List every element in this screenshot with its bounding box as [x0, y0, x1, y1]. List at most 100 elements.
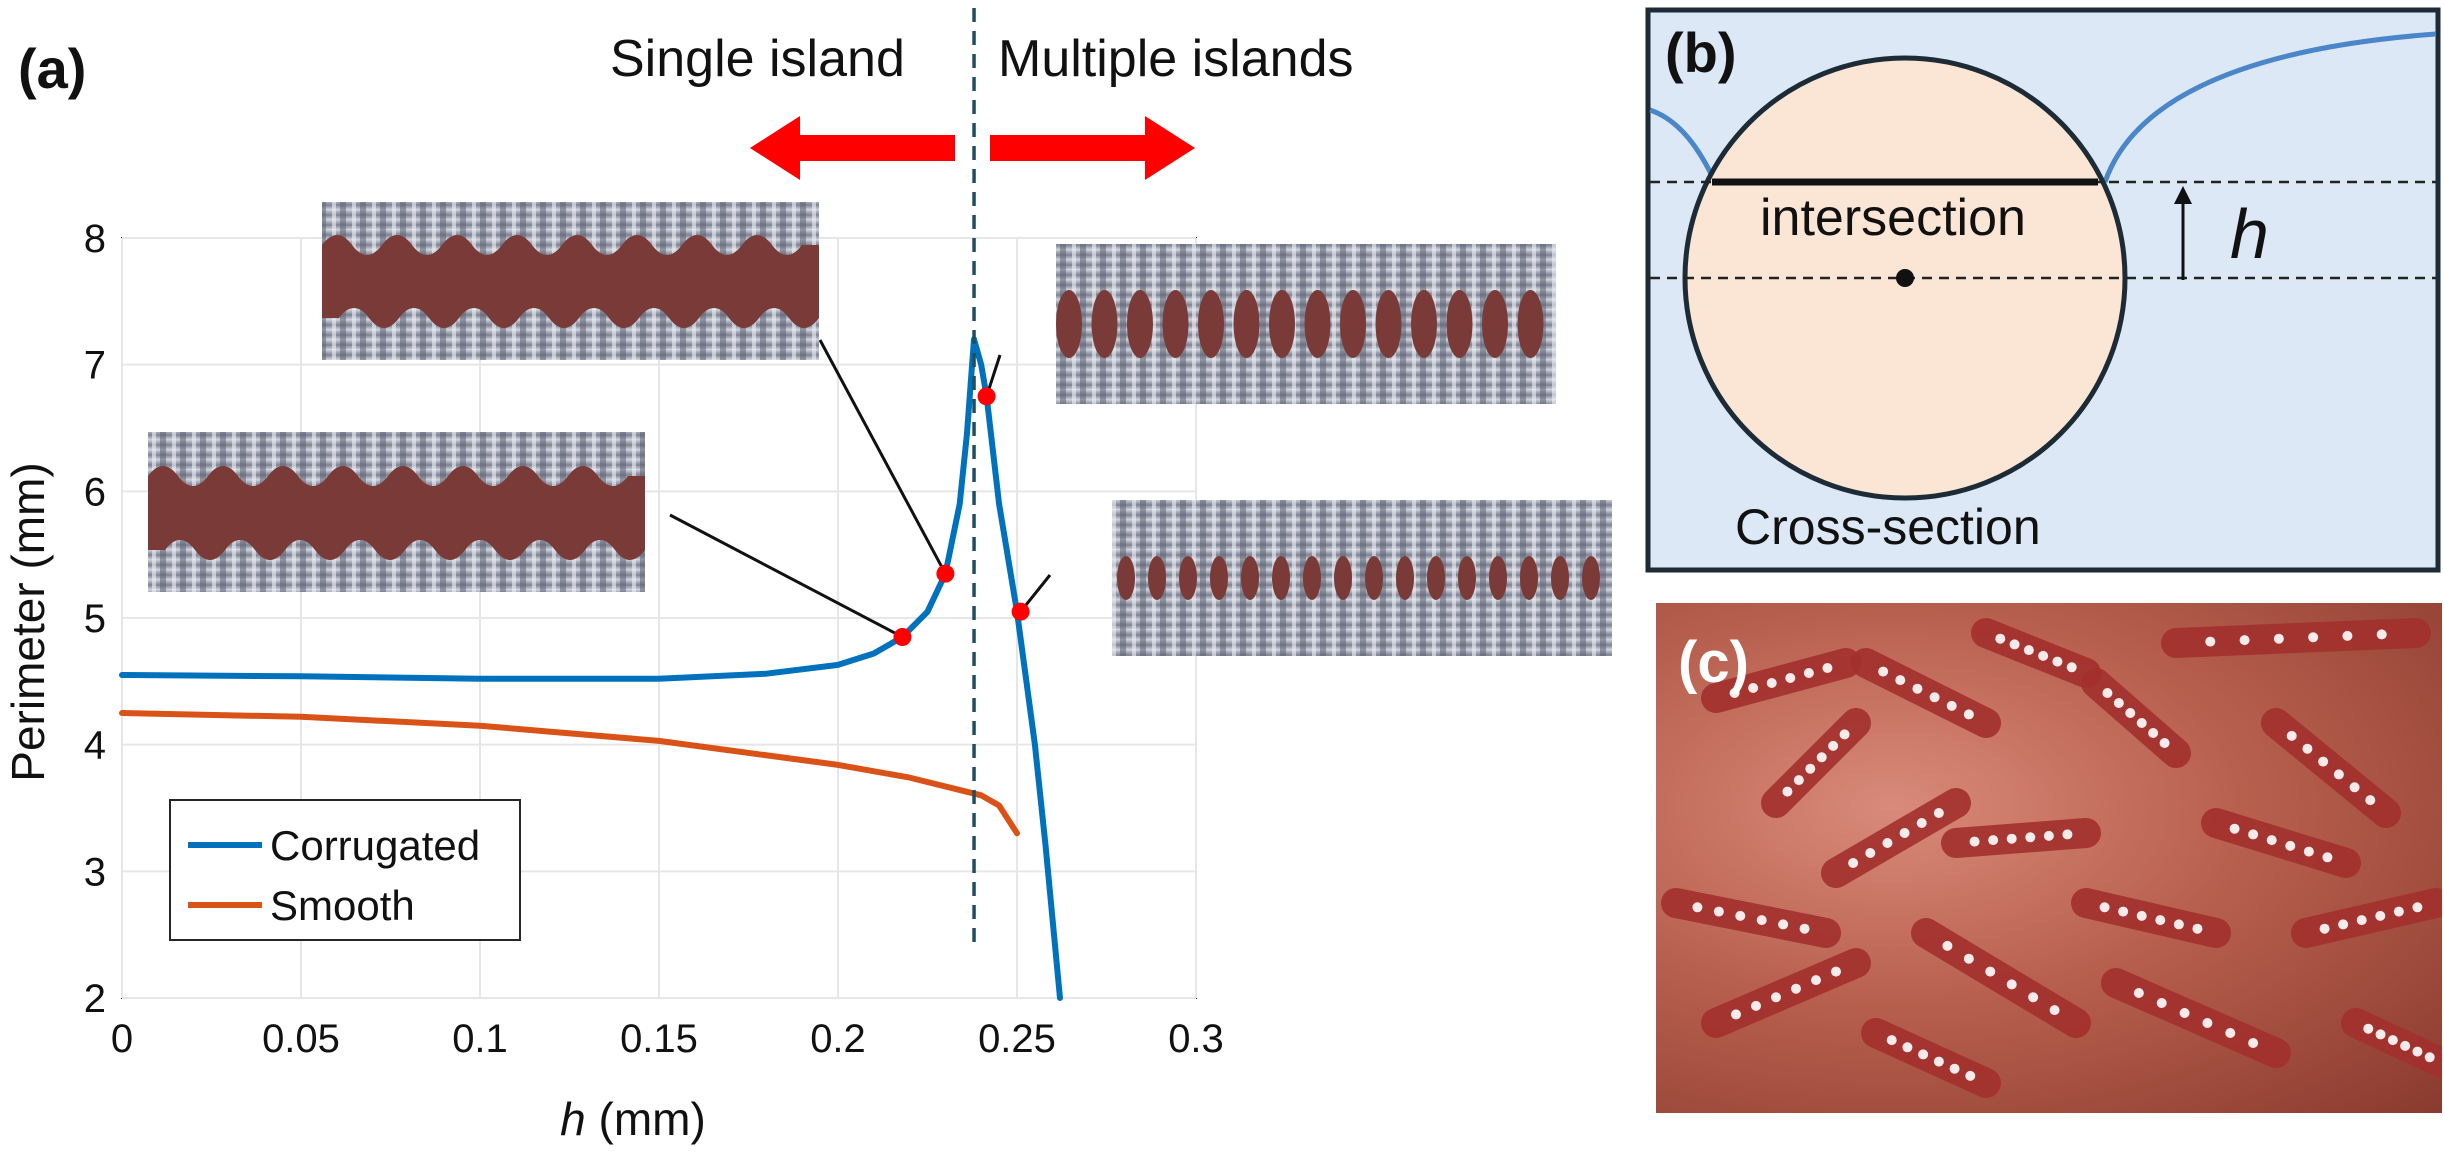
worm-spot: [2239, 635, 2250, 646]
island-shape: [1520, 556, 1538, 600]
sphere-center-dot: [1896, 269, 1914, 287]
x-tick-label: 0.2: [810, 1017, 866, 1061]
worm-spot: [1713, 906, 1724, 917]
h-label: h: [2230, 195, 2269, 273]
data-marker: [1011, 602, 1030, 621]
worm-spot: [2225, 1028, 2236, 1038]
worm-spot: [1995, 633, 2006, 644]
worm-spot: [1969, 836, 1980, 847]
worm-spot: [2052, 656, 2063, 667]
worm-spot: [2136, 910, 2147, 921]
worm-spot: [1918, 1049, 1929, 1060]
worm-spot: [2099, 902, 2110, 913]
island-shape: [1148, 556, 1166, 600]
x-tick-label: 0.05: [262, 1017, 340, 1061]
worm-spot: [1886, 1035, 1897, 1046]
worm-spot: [1878, 666, 1889, 677]
worm-spot: [2285, 840, 2296, 851]
island-shape: [1427, 556, 1445, 600]
worm-spot: [2136, 718, 2147, 728]
worm-spot: [1933, 808, 1944, 818]
worm-spot: [2302, 743, 2313, 754]
legend-label-corrugated: Corrugated: [270, 822, 480, 869]
x-tick-labels: 0 0.05 0.1 0.15 0.2 0.25 0.3: [111, 1017, 1224, 1061]
worm-spot: [1692, 902, 1703, 913]
worm-body: [2161, 618, 2431, 658]
island-shape: [1162, 290, 1189, 358]
worm-spot: [2179, 1008, 2190, 1018]
worm-spot: [2006, 979, 2017, 990]
worm-spot: [2155, 915, 2166, 926]
worm-spot: [2192, 923, 2203, 934]
island-shape: [1091, 290, 1118, 358]
worm-spot: [2038, 650, 2049, 661]
worm-spot: [2303, 846, 2314, 857]
worm-spot: [2049, 1005, 2060, 1016]
worm-spot: [2375, 1029, 2386, 1040]
worm-spot: [2273, 633, 2284, 644]
island-shape: [1375, 290, 1402, 358]
worm-spot: [2009, 639, 2020, 650]
panel-c-label: (c): [1678, 630, 1749, 695]
panel-a-label: (a): [18, 37, 86, 100]
worm-spot: [2113, 698, 2124, 708]
y-tick-labels: 2 3 4 5 6 7 8: [84, 217, 106, 1021]
worm-spot: [1791, 983, 1801, 994]
worm-spot: [1988, 835, 1999, 846]
intersection-label: intersection: [1760, 189, 2026, 247]
arrow-right-icon: [990, 116, 1195, 180]
worm-spot: [2338, 919, 2349, 930]
y-tick-label: 5: [84, 597, 106, 641]
worm-spot: [2356, 915, 2367, 926]
inset-single-island-1: [322, 202, 819, 360]
inset-multiple-islands-2: [1112, 500, 1612, 656]
worm-spot: [1831, 966, 1841, 977]
worm-spot: [1916, 818, 1927, 828]
worm-spot: [1848, 858, 1859, 868]
island-shape: [1056, 290, 1082, 358]
regime-left-label: Single island: [610, 30, 905, 88]
worm-spot: [1735, 910, 1746, 921]
worm-spot: [1731, 1009, 1741, 1020]
island-shape: [1411, 290, 1437, 358]
y-tick-label: 8: [84, 217, 106, 261]
worm-spot: [1965, 1070, 1976, 1081]
worm-spot: [1782, 786, 1793, 797]
x-axis-label: h (mm): [560, 1093, 706, 1145]
worm-spot: [2229, 823, 2240, 834]
worm-spot: [2006, 833, 2017, 844]
y-tick-label: 4: [84, 724, 106, 768]
x-tick-label: 0.3: [1168, 1017, 1224, 1061]
worm-spot: [2202, 1018, 2213, 1028]
worm-spot: [1865, 848, 1876, 858]
worm-spot: [2248, 829, 2259, 840]
worm-spot: [2148, 728, 2159, 738]
worm-spot: [1942, 940, 1953, 951]
island-shape: [1396, 556, 1414, 600]
series-lines: [119, 336, 1063, 1001]
inset-multiple-islands-1: [1056, 244, 1556, 404]
worm-spot: [1748, 683, 1759, 693]
worm-spot: [1985, 966, 1996, 977]
worm-spot: [2318, 756, 2329, 767]
grid-lines: [121, 237, 1197, 999]
worm-spot: [2376, 629, 2387, 640]
worm-spot: [2412, 1046, 2423, 1057]
perimeter-chart: 0 0.05 0.1 0.15 0.2 0.25 0.3 2 3 4 5 6 7 8 Perimeter…: [2, 8, 1224, 1145]
x-tick-label: 0.25: [978, 1017, 1056, 1061]
worm-spot: [2066, 662, 2077, 673]
worm-spot: [1751, 1000, 1761, 1011]
worm-spot: [2043, 830, 2054, 841]
worm-spot: [1816, 752, 1827, 763]
island-shape: [1198, 290, 1224, 358]
worm-spot: [2322, 852, 2333, 863]
island-shape: [1304, 290, 1331, 358]
worm-spot: [1778, 919, 1789, 930]
worm-spot: [2387, 1035, 2398, 1046]
arrow-left-icon: [750, 116, 955, 180]
worm-spot: [2133, 988, 2144, 998]
worm-spot: [1963, 953, 1974, 964]
worm-spot: [2248, 1038, 2259, 1048]
y-tick-label: 7: [84, 344, 106, 388]
